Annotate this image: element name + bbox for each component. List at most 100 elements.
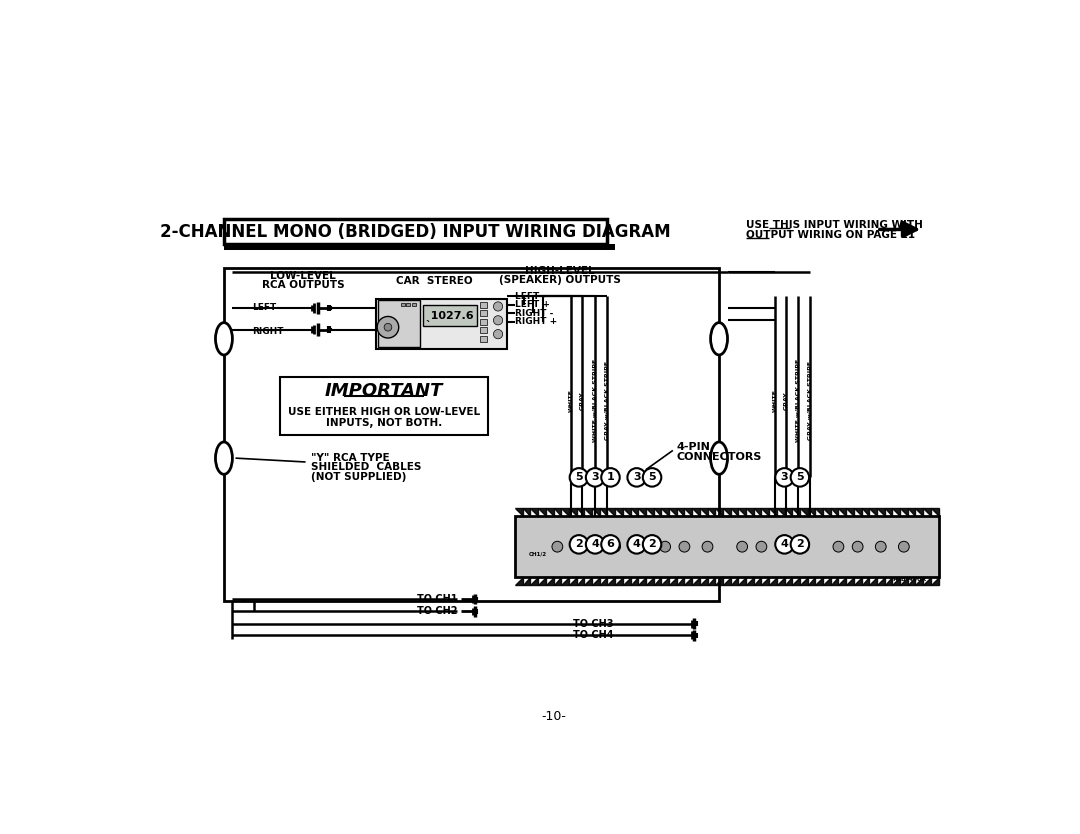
- Bar: [401, 303, 405, 306]
- Polygon shape: [916, 508, 923, 516]
- Polygon shape: [854, 577, 862, 585]
- Polygon shape: [885, 577, 892, 585]
- Polygon shape: [846, 508, 854, 516]
- Text: WHITE w/BLACK STRIPE: WHITE w/BLACK STRIPE: [796, 359, 801, 442]
- Bar: [422, 305, 476, 326]
- Polygon shape: [653, 577, 661, 585]
- Polygon shape: [885, 508, 892, 516]
- Text: OUTPUT WIRING ON PAGE 11: OUTPUT WIRING ON PAGE 11: [746, 230, 915, 240]
- Polygon shape: [569, 577, 577, 585]
- Polygon shape: [846, 577, 854, 585]
- Text: WHITE: WHITE: [773, 389, 778, 412]
- Polygon shape: [523, 508, 530, 516]
- Circle shape: [571, 541, 582, 552]
- Polygon shape: [623, 577, 631, 585]
- Polygon shape: [823, 508, 831, 516]
- Polygon shape: [554, 577, 562, 585]
- Bar: [481, 319, 486, 325]
- Text: "Y" RCA TYPE: "Y" RCA TYPE: [311, 453, 390, 463]
- Polygon shape: [577, 577, 584, 585]
- Text: GRAY w/BLACK STRIPE: GRAY w/BLACK STRIPE: [808, 361, 812, 440]
- Polygon shape: [923, 508, 931, 516]
- Polygon shape: [769, 577, 777, 585]
- Polygon shape: [538, 577, 545, 585]
- Text: 3: 3: [591, 472, 599, 482]
- Text: 4: 4: [591, 540, 599, 550]
- Polygon shape: [777, 577, 784, 585]
- Polygon shape: [761, 577, 769, 585]
- Polygon shape: [907, 577, 916, 585]
- Text: 3: 3: [781, 472, 788, 482]
- Polygon shape: [607, 508, 616, 516]
- Text: -10-: -10-: [541, 710, 566, 722]
- Polygon shape: [862, 577, 869, 585]
- Polygon shape: [646, 508, 653, 516]
- Text: 2-CHANNEL MONO (BRIDGED) INPUT WIRING DIAGRAM: 2-CHANNEL MONO (BRIDGED) INPUT WIRING DI…: [160, 223, 671, 241]
- Circle shape: [494, 302, 502, 311]
- Polygon shape: [931, 508, 939, 516]
- Ellipse shape: [711, 323, 728, 355]
- Text: (SPEAKER) OUTPUTS: (SPEAKER) OUTPUTS: [499, 275, 621, 285]
- Text: 5: 5: [796, 472, 804, 482]
- Text: 2: 2: [575, 540, 583, 550]
- Polygon shape: [923, 577, 931, 585]
- Polygon shape: [530, 508, 538, 516]
- Polygon shape: [646, 577, 653, 585]
- Polygon shape: [769, 508, 777, 516]
- Circle shape: [494, 329, 502, 339]
- Polygon shape: [638, 577, 646, 585]
- Polygon shape: [754, 577, 761, 585]
- Circle shape: [602, 535, 620, 554]
- Polygon shape: [784, 577, 793, 585]
- Text: PAB-450R: PAB-450R: [893, 576, 927, 581]
- Text: TO CH3: TO CH3: [572, 619, 613, 629]
- Text: GRAY w/BLACK STRIPE: GRAY w/BLACK STRIPE: [605, 361, 610, 440]
- Polygon shape: [808, 577, 815, 585]
- Polygon shape: [793, 577, 800, 585]
- Polygon shape: [862, 508, 869, 516]
- Bar: [224, 219, 607, 244]
- Polygon shape: [877, 577, 885, 585]
- Polygon shape: [815, 577, 823, 585]
- Polygon shape: [592, 577, 599, 585]
- Text: SHIELDED  CABLES: SHIELDED CABLES: [311, 462, 421, 472]
- Circle shape: [775, 535, 794, 554]
- Polygon shape: [854, 508, 862, 516]
- Polygon shape: [692, 577, 700, 585]
- Polygon shape: [739, 508, 746, 516]
- Text: CH1/2: CH1/2: [529, 552, 548, 557]
- Polygon shape: [669, 577, 677, 585]
- Polygon shape: [592, 508, 599, 516]
- Circle shape: [610, 541, 621, 552]
- Text: LOW-LEVEL: LOW-LEVEL: [270, 271, 336, 280]
- Circle shape: [629, 541, 639, 552]
- Text: HIGH-LEVEL: HIGH-LEVEL: [525, 266, 594, 276]
- Polygon shape: [616, 508, 623, 516]
- Polygon shape: [584, 577, 592, 585]
- Text: LEFT: LEFT: [252, 303, 275, 312]
- Bar: [481, 310, 486, 316]
- Text: RIGHT: RIGHT: [252, 327, 283, 335]
- Text: 5: 5: [648, 472, 656, 482]
- Text: TO CH1: TO CH1: [417, 594, 457, 604]
- Polygon shape: [877, 508, 885, 516]
- Circle shape: [798, 541, 809, 552]
- Polygon shape: [754, 508, 761, 516]
- Circle shape: [585, 468, 605, 486]
- Ellipse shape: [216, 442, 232, 475]
- Polygon shape: [823, 577, 831, 585]
- Polygon shape: [815, 508, 823, 516]
- Polygon shape: [661, 508, 669, 516]
- Polygon shape: [916, 577, 923, 585]
- Circle shape: [791, 535, 809, 554]
- Polygon shape: [831, 577, 838, 585]
- Circle shape: [660, 541, 671, 552]
- Text: 4: 4: [633, 540, 640, 550]
- Bar: [411, 303, 416, 306]
- Circle shape: [384, 324, 392, 331]
- Text: CONNECTORS: CONNECTORS: [677, 451, 762, 461]
- Polygon shape: [808, 508, 815, 516]
- Text: 1: 1: [607, 472, 615, 482]
- Bar: [280, 377, 488, 435]
- Polygon shape: [746, 577, 754, 585]
